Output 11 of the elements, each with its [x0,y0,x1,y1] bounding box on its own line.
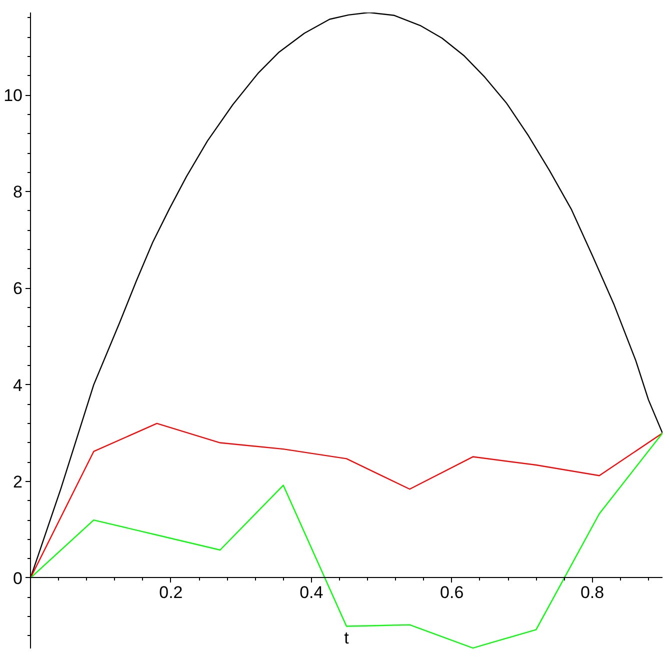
y-tick-label: 0 [13,568,23,588]
x-tick-label: 0.2 [159,582,183,602]
x-tick-label: 0.8 [580,582,604,602]
y-tick-label: 2 [13,472,23,492]
y-tick-label: 8 [13,182,23,202]
x-tick-label: 0.6 [440,582,464,602]
y-tick-label: 6 [13,279,23,298]
y-tick-label: 10 [4,86,23,106]
x-axis-title: t [344,628,350,648]
y-tick-label: 4 [13,376,23,395]
x-tick-label: 0.4 [300,582,324,602]
